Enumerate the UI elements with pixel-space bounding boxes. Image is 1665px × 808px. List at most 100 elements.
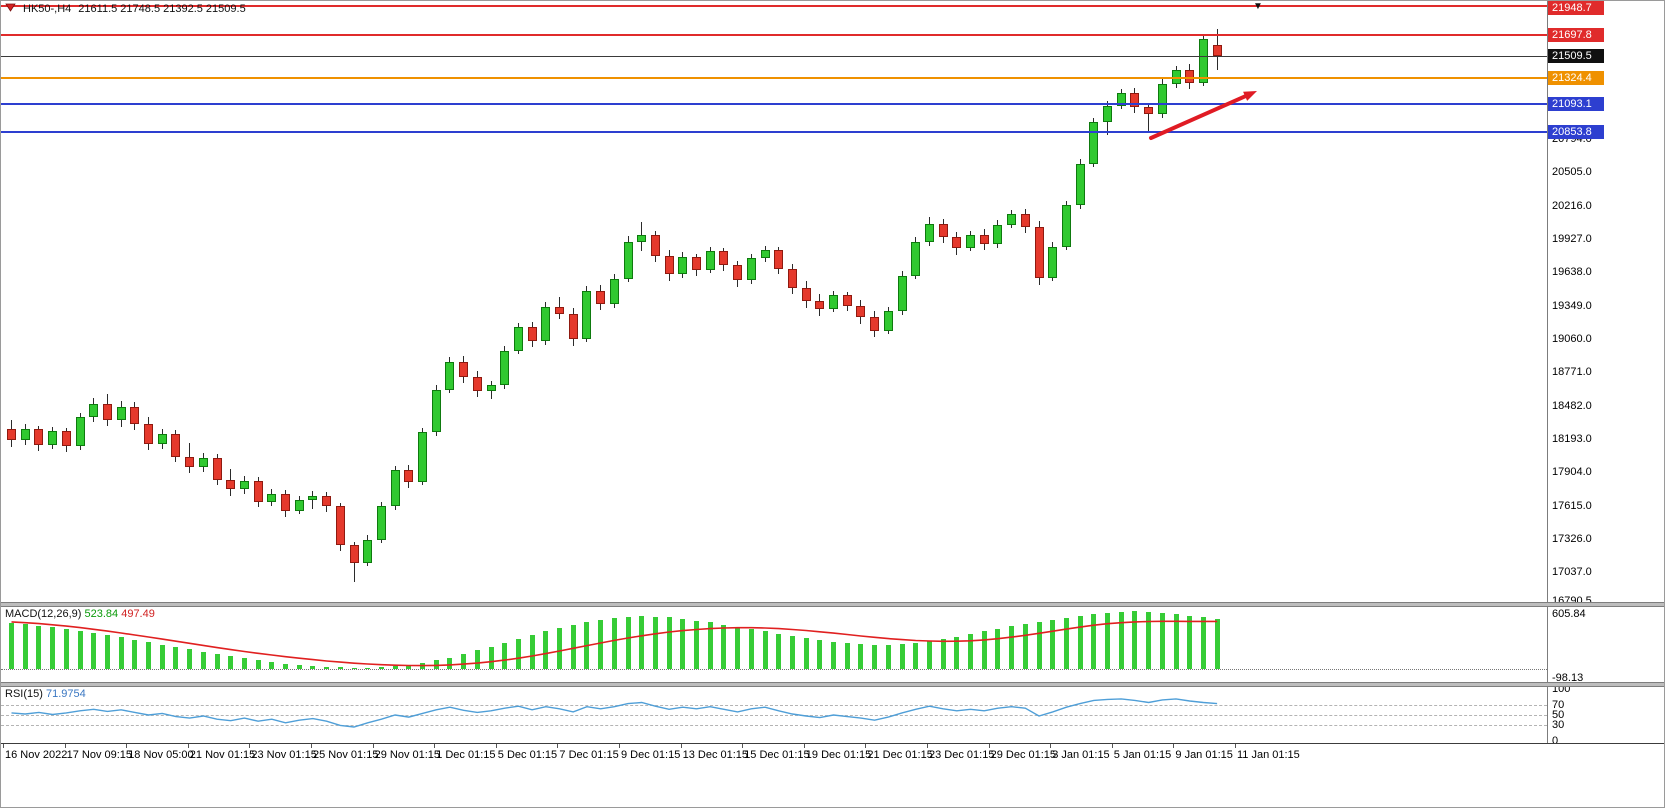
- candle: [513, 327, 523, 351]
- macd-bar: [420, 662, 425, 669]
- candle: [787, 268, 797, 289]
- time-tick: [803, 744, 805, 748]
- macd-bar: [1132, 611, 1138, 669]
- macd-bar: [694, 620, 699, 669]
- price-level-line-21509.5[interactable]: [1, 55, 1547, 57]
- macd-bar: [392, 666, 398, 669]
- candle: [692, 257, 701, 270]
- time-tick: [865, 744, 867, 748]
- time-axis[interactable]: 16 Nov 2022 17 Nov 09:15 18 Nov 05:00 21 No…: [1, 743, 1664, 765]
- macd-bar: [748, 629, 754, 669]
- macd-bar: [1187, 615, 1193, 669]
- price-level-line-21093.1[interactable]: [1, 103, 1547, 106]
- candle: [938, 223, 948, 238]
- candle: [883, 311, 893, 331]
- chart-info: HK50-,H4 21611.5 21748.5 21392.5 21509.5: [5, 3, 246, 15]
- time-tick: [126, 744, 128, 748]
- time-tick: [495, 744, 497, 748]
- y-axis-label: 17326.0: [1552, 533, 1592, 546]
- panel-separator-macd[interactable]: [1, 602, 1664, 607]
- candle: [596, 290, 606, 305]
- macd-bar: [173, 646, 179, 669]
- y-axis-label: 17037.0: [1552, 566, 1592, 579]
- rsi-label: RSI(15) 71.9754: [5, 688, 86, 700]
- macd-bar: [36, 625, 42, 669]
- chart-marker-icon: [5, 3, 16, 15]
- price-badge-20853.8: 20853.8: [1548, 125, 1604, 140]
- candle: [349, 545, 359, 563]
- macd-bar: [762, 631, 768, 669]
- macd-bar: [22, 624, 28, 669]
- time-axis-label: 21 Nov 01:15: [189, 749, 256, 761]
- macd-bar: [625, 616, 631, 669]
- macd-bar: [680, 618, 686, 669]
- macd-bar: [885, 644, 891, 669]
- macd-bar: [474, 650, 480, 669]
- macd-bar: [817, 640, 823, 669]
- macd-bar: [241, 658, 247, 669]
- macd-bar: [77, 630, 83, 669]
- y-axis-label: 17904.0: [1552, 466, 1592, 479]
- triangle-marker[interactable]: ▼: [1253, 1, 1263, 12]
- macd-panel[interactable]: MACD(12,26,9) 523.84 497.49: [1, 607, 1547, 682]
- time-tick: [64, 744, 66, 748]
- price-badge-21697.8: 21697.8: [1548, 27, 1604, 42]
- candle: [281, 493, 290, 511]
- rsi-scale-label: 70: [1552, 698, 1565, 711]
- candle: [226, 479, 236, 489]
- macd-bar: [652, 616, 658, 669]
- macd-bar: [789, 635, 795, 669]
- time-tick: [1050, 744, 1052, 748]
- time-tick: [434, 744, 436, 748]
- macd-bar: [433, 660, 439, 669]
- macd-bar: [310, 666, 316, 669]
- candle: [705, 251, 715, 270]
- macd-bar: [1159, 612, 1165, 669]
- macd-bar: [1214, 618, 1220, 669]
- time-axis-label: 5 Jan 01:15: [1113, 749, 1172, 761]
- y-axis-label: 19927.0: [1552, 232, 1592, 245]
- price-level-line-20853.8[interactable]: [1, 131, 1547, 134]
- macd-signal-line: [11, 620, 1218, 667]
- panel-separator-rsi[interactable]: [1, 682, 1664, 687]
- time-tick: [249, 744, 251, 748]
- candle: [856, 305, 866, 318]
- price-level-line-21697.8[interactable]: [1, 33, 1547, 36]
- candle: [924, 223, 934, 243]
- candle: [664, 255, 674, 275]
- y-axis-label: 18771.0: [1552, 366, 1592, 379]
- candle: [20, 428, 30, 441]
- macd-bar: [63, 628, 69, 669]
- macd-bar: [1022, 624, 1028, 669]
- macd-bar: [598, 619, 604, 669]
- price-chart-panel[interactable]: HK50-,H4 21611.5 21748.5 21392.5 21509.5…: [1, 1, 1547, 602]
- macd-bar: [639, 616, 645, 669]
- candle: [911, 242, 921, 276]
- time-axis-label: 23 Dec 01:15: [929, 749, 995, 761]
- y-axis-label: 19638.0: [1552, 266, 1592, 279]
- macd-bar: [378, 667, 384, 669]
- candle: [459, 362, 469, 378]
- price-level-line-21324.4[interactable]: [1, 76, 1547, 79]
- candle: [966, 235, 975, 248]
- rsi-panel[interactable]: RSI(15) 71.9754: [1, 687, 1547, 743]
- price-scale[interactable]: 21948.7 21697.8 21509.5 21324.4 21093.1 20853…: [1547, 1, 1664, 747]
- candle: [404, 470, 414, 483]
- macd-bar: [926, 641, 932, 669]
- candle: [609, 279, 619, 305]
- rsi-level-50: [1, 715, 1547, 716]
- candle: [527, 327, 537, 342]
- macd-bar: [502, 642, 508, 669]
- candle-wick: [1148, 102, 1150, 132]
- price-level-line-21948.7[interactable]: [1, 4, 1547, 7]
- y-axis-label: 19349.0: [1552, 299, 1592, 312]
- time-tick: [1173, 744, 1175, 748]
- candle: [253, 480, 263, 502]
- candle: [267, 493, 277, 502]
- macd-bar: [9, 623, 14, 669]
- macd-bar: [283, 663, 288, 669]
- time-tick: [619, 744, 620, 748]
- candle: [623, 242, 633, 279]
- trend-arrow[interactable]: [1, 1, 1547, 602]
- macd-bar: [899, 644, 905, 669]
